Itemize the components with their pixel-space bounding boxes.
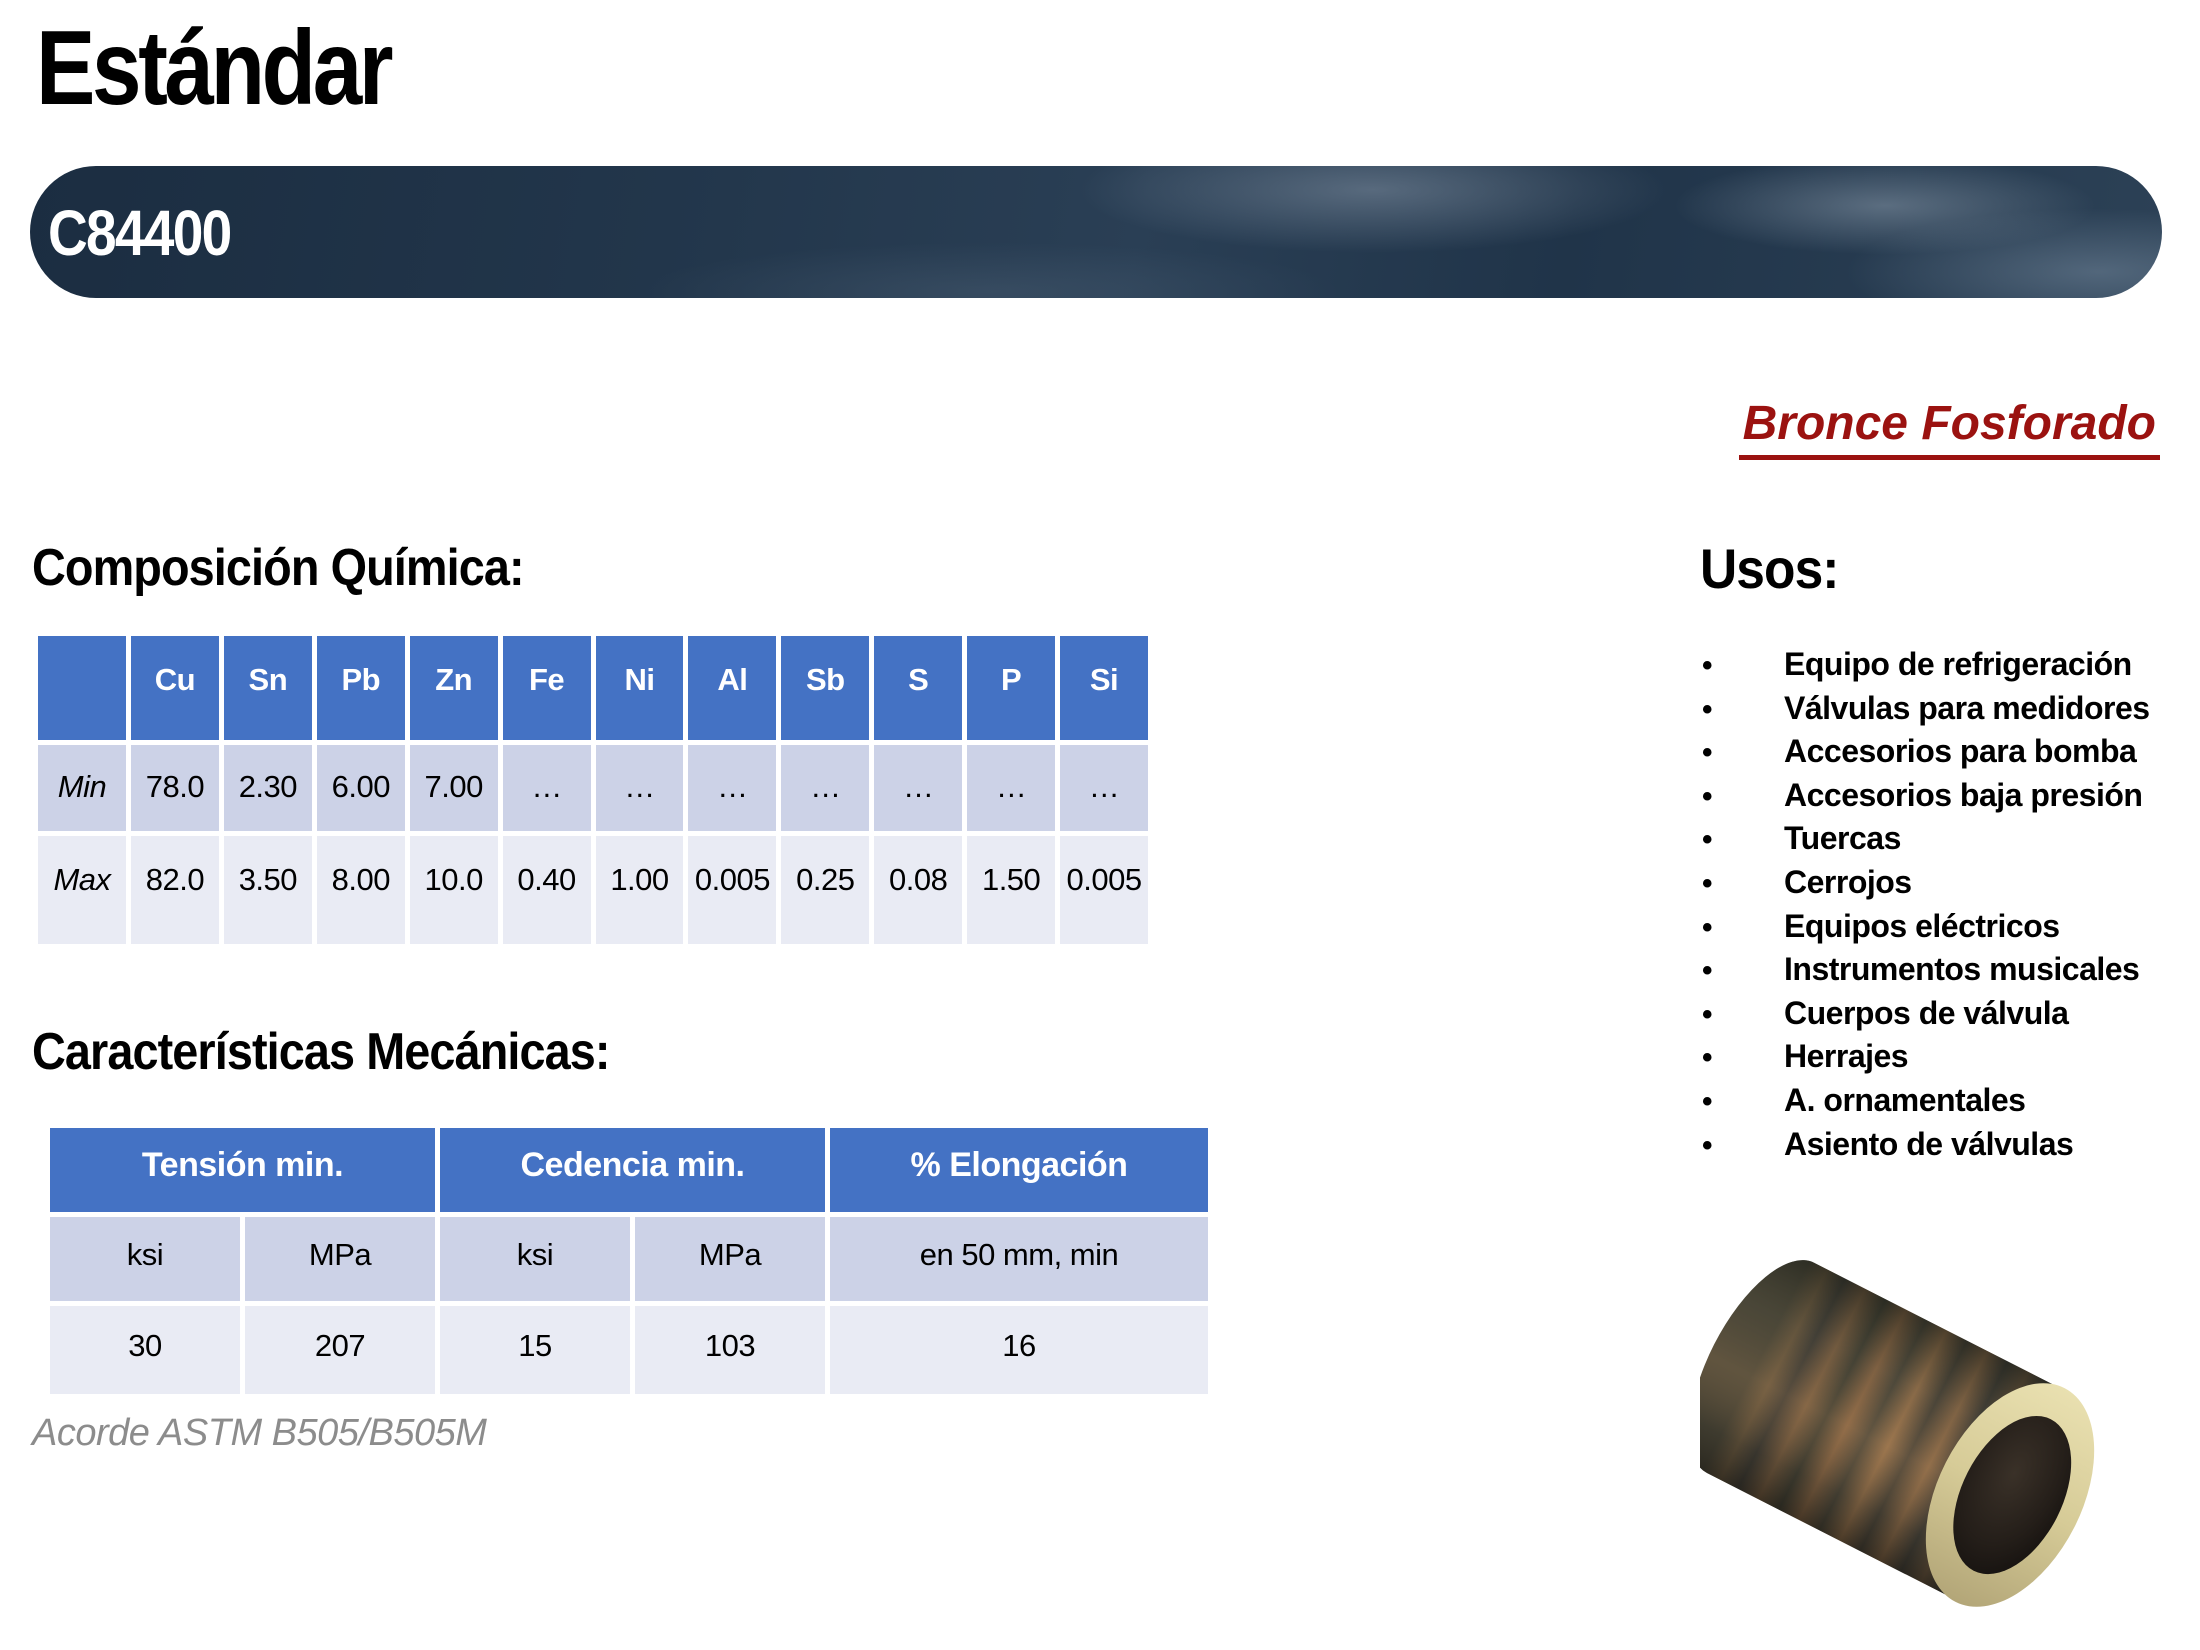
comp-header-cell: Pb [316,636,405,740]
comp-value-cell: … [502,745,591,831]
comp-value-cell: 1.50 [967,836,1056,944]
bullet-icon: • [1702,1128,1713,1162]
mechanical-table: Tensión min. Cedencia min.% Elongación ksi… [50,1128,1208,1394]
uso-item-label: Cuerpos de válvula [1784,994,2069,1031]
bullet-icon: • [1702,954,1713,988]
comp-value-cell: … [781,745,870,831]
comp-value-cell: 0.005 [688,836,777,944]
comp-header-cell: Fe [502,636,591,740]
comp-header-cell: Al [688,636,777,740]
uso-item-label: Asiento de válvulas [1784,1125,2074,1162]
comp-value-cell: … [688,745,777,831]
comp-row-label: Min [38,745,126,831]
mech-value-cell: 103 [635,1306,825,1394]
comp-value-cell: 0.40 [502,836,591,944]
mech-subheader-cell: ksi [50,1217,240,1301]
uso-item: • Válvulas para medidores [1702,690,2182,734]
comp-value-cell: … [1060,745,1148,831]
standard-code: C84400 [48,197,232,269]
uso-item: • Accesorios para bomba [1702,733,2182,777]
comp-value-cell: 82.0 [131,836,219,944]
mech-subheader-cell: MPa [635,1217,825,1301]
bullet-icon: • [1702,997,1713,1031]
mech-subheader-cell: ksi [440,1217,630,1301]
mech-subheader-cell: en 50 mm, min [830,1217,1208,1301]
uso-item: • Herrajes [1702,1038,2182,1082]
mech-value-cell: 207 [245,1306,435,1394]
mech-group-header: % Elongación [830,1128,1208,1212]
comp-value-cell: … [595,745,684,831]
comp-corner-cell [38,636,126,740]
bullet-icon: • [1702,649,1713,682]
comp-value-cell: 0.005 [1060,836,1148,944]
comp-row-label: Max [38,836,126,944]
bullet-icon: • [1702,910,1713,944]
comp-value-cell: 3.50 [223,836,312,944]
material-label: Bronce Fosforado [1738,396,2160,460]
bullet-icon: • [1702,779,1713,813]
comp-value-cell: 8.00 [316,836,405,944]
uso-item: • Cuerpos de válvula [1702,995,2182,1039]
bullet-icon: • [1702,1084,1713,1118]
comp-header-cell: Sn [223,636,312,740]
bullet-icon: • [1702,692,1713,726]
standard-note: Acorde ASTM B505/B505M [32,1412,487,1454]
mech-group-header: Tensión min. [50,1128,435,1212]
comp-value-cell: 78.0 [131,745,219,831]
usos-list: • Equipo de refrigeración • Válvulas para m… [1702,646,2182,1169]
composition-table: Cu Sn Pb Zn Fe Ni Al Sb S P Si Min 78.0 2.30 6.00 7.00…… [38,636,1148,944]
comp-value-cell: 0.25 [781,836,870,944]
uso-item: • Equipos eléctricos [1702,908,2182,952]
uso-item-label: Instrumentos musicales [1784,951,2140,988]
uso-item-label: Herrajes [1784,1038,1909,1075]
uso-item: • Cerrojos [1702,864,2182,908]
bullet-icon: • [1702,736,1713,770]
comp-value-cell: 1.00 [595,836,684,944]
comp-header-cell: P [967,636,1056,740]
comp-header-cell: Sb [781,636,870,740]
mech-value-cell: 16 [830,1306,1208,1394]
page-title: Estándar [36,9,394,127]
usos-heading: Usos: [1700,537,1839,600]
mech-group-header: Cedencia min. [440,1128,825,1212]
comp-header-cell: Si [1060,636,1148,740]
mech-value-cell: 30 [50,1306,240,1394]
uso-item: • Equipo de refrigeración [1702,646,2182,690]
comp-value-cell: 6.00 [316,745,405,831]
uso-item: • Accesorios baja presión [1702,777,2182,821]
uso-item-label: Accesorios para bomba [1784,733,2137,770]
mech-subheader-cell: MPa [245,1217,435,1301]
mechanical-heading: Características Mecánicas: [32,1023,610,1081]
comp-header-cell: Ni [595,636,684,740]
standard-banner: C84400 [30,166,2162,298]
composition-heading: Composición Química: [32,539,525,597]
uso-item-label: Tuercas [1784,820,1901,857]
comp-value-cell: … [874,745,963,831]
bronze-tube-image [1700,1260,2095,1607]
mech-value-cell: 15 [440,1306,630,1394]
comp-header-cell: S [874,636,963,740]
uso-item: • A. ornamentales [1702,1082,2182,1126]
uso-item-label: Válvulas para medidores [1784,689,2150,726]
bullet-icon: • [1702,866,1713,900]
comp-value-cell: … [967,745,1056,831]
comp-value-cell: 7.00 [409,745,498,831]
bullet-icon: • [1702,1041,1713,1075]
uso-item: • Instrumentos musicales [1702,951,2182,995]
comp-header-cell: Zn [409,636,498,740]
uso-item-label: Accesorios baja presión [1784,776,2143,813]
uso-item-label: Equipo de refrigeración [1784,646,2132,682]
uso-item: • Asiento de válvulas [1702,1126,2182,1170]
bullet-icon: • [1702,823,1713,857]
uso-item-label: Equipos eléctricos [1784,907,2060,944]
uso-item-label: A. ornamentales [1784,1081,2026,1118]
comp-value-cell: 10.0 [409,836,498,944]
uso-item-label: Cerrojos [1784,863,1912,900]
comp-value-cell: 2.30 [223,745,312,831]
comp-header-cell: Cu [131,636,219,740]
uso-item: • Tuercas [1702,820,2182,864]
comp-value-cell: 0.08 [874,836,963,944]
